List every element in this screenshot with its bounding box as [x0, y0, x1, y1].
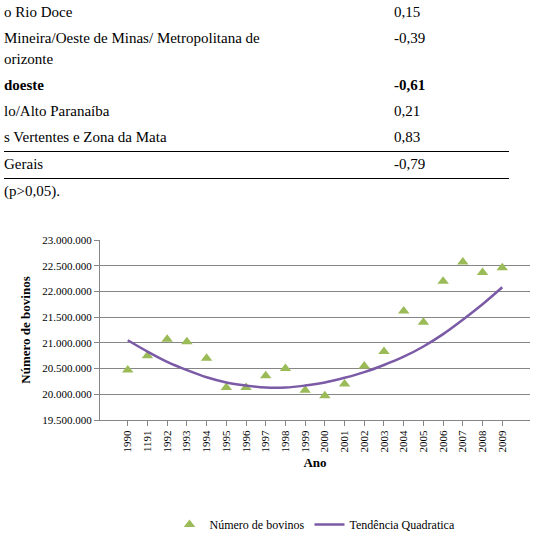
svg-text:21.000.000: 21.000.000 [42, 337, 92, 349]
svg-text:1997: 1997 [259, 430, 271, 453]
svg-text:1994: 1994 [200, 430, 212, 453]
html-text:o Rio Doce: o Rio Doce [4, 4, 73, 20]
html-text:0,83: 0,83 [394, 129, 421, 145]
svg-text:1995: 1995 [220, 430, 232, 453]
svg-text:1996: 1996 [240, 430, 252, 453]
html-text:-0,61: -0,61 [394, 77, 426, 93]
svg-text:1993: 1993 [180, 430, 192, 453]
svg-text:2006: 2006 [437, 430, 449, 453]
html-text:-0,39: -0,39 [394, 30, 426, 46]
svg-text:2000: 2000 [318, 430, 330, 453]
svg-text:1191: 1191 [141, 430, 153, 452]
svg-text:1990: 1990 [121, 430, 133, 453]
svg-text:22.000.000: 22.000.000 [42, 285, 92, 297]
html-text:-0,79: -0,79 [394, 156, 426, 172]
html-text:orizonte: orizonte [4, 51, 54, 67]
svg-text:1999: 1999 [299, 430, 311, 453]
svg-text:20.500.000: 20.500.000 [42, 362, 92, 374]
svg-text:22.500.000: 22.500.000 [42, 260, 92, 272]
html-text:(p>0,05).: (p>0,05). [4, 183, 60, 199]
svg-text:2003: 2003 [378, 430, 390, 453]
svg-text:2001: 2001 [338, 430, 350, 452]
html-text:Mineira/Oeste de Minas/ Metrop: Mineira/Oeste de Minas/ Metropolitana de [4, 30, 260, 46]
html-text:0,15: 0,15 [394, 4, 421, 20]
html-text:doeste: doeste [4, 77, 44, 93]
svg-text:Tendência Quadratica: Tendência Quadratica [349, 518, 454, 532]
svg-text:1992: 1992 [161, 430, 173, 452]
svg-text:Número de bovinos: Número de bovinos [210, 518, 305, 532]
svg-text:Número de bovinos: Número de bovinos [18, 276, 33, 383]
svg-text:2007: 2007 [456, 430, 468, 453]
html-text:s Vertentes e Zona da Mata: s Vertentes e Zona da Mata [4, 129, 167, 145]
html-text:0,21: 0,21 [394, 103, 421, 119]
svg-text:2009: 2009 [496, 430, 508, 453]
svg-text:19.500.000: 19.500.000 [42, 414, 92, 426]
svg-text:1998: 1998 [279, 430, 291, 453]
svg-text:23.000.000: 23.000.000 [42, 234, 92, 246]
html-text:Gerais: Gerais [4, 156, 44, 172]
svg-text:2002: 2002 [358, 430, 370, 452]
svg-text:2005: 2005 [417, 430, 429, 453]
html-text:lo/Alto Paranaíba: lo/Alto Paranaíba [4, 103, 110, 119]
svg-text:2004: 2004 [397, 430, 409, 453]
svg-text:20.000.000: 20.000.000 [42, 388, 92, 400]
svg-text:Ano: Ano [303, 455, 326, 470]
svg-text:2008: 2008 [476, 430, 488, 453]
svg-text:21.500.000: 21.500.000 [42, 311, 92, 323]
